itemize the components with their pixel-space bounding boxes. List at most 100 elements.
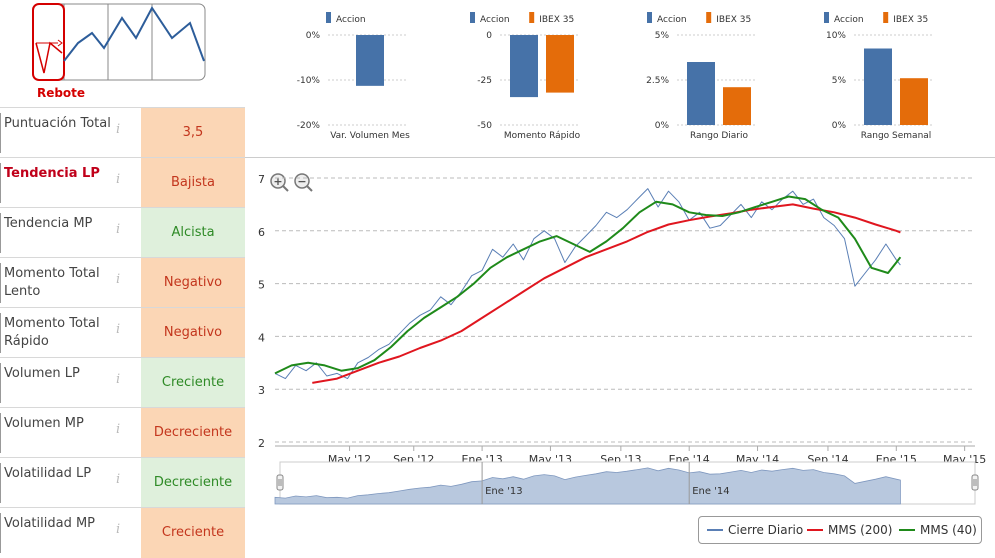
info-icon[interactable]: i bbox=[116, 172, 121, 187]
handle-grip bbox=[276, 474, 284, 491]
row-marker bbox=[0, 463, 1, 503]
legend-swatch bbox=[529, 12, 535, 23]
indicator-label: Puntuación Total bbox=[4, 116, 111, 131]
row-marker bbox=[0, 113, 1, 153]
navigator-handle-left[interactable] bbox=[276, 474, 284, 491]
indicator-label: Volatilidad MP bbox=[4, 516, 96, 531]
bar-ibex-35 bbox=[723, 87, 751, 125]
series-line-mms-200- bbox=[312, 203, 901, 384]
y-tick-label: 6 bbox=[258, 226, 265, 239]
pattern-label: Rebote bbox=[36, 86, 86, 100]
mini-chart-volume-change: Accion 0% -10% -20% Var. Volumen Mes bbox=[297, 12, 410, 141]
x-axis-label: Rango Semanal bbox=[861, 131, 932, 141]
indicator-value: Alcista bbox=[141, 208, 245, 258]
y-tick-label: 2 bbox=[258, 437, 265, 450]
zoom-out-icon[interactable]: − bbox=[294, 173, 313, 192]
zoom-in-icon[interactable]: + bbox=[270, 173, 289, 192]
indicator-value: Negativo bbox=[141, 308, 245, 358]
indicator-value: Creciente bbox=[141, 358, 245, 408]
indicator-value: Decreciente bbox=[141, 458, 245, 508]
info-icon[interactable]: i bbox=[116, 272, 121, 287]
navigator-label: Ene '14 bbox=[692, 486, 729, 497]
y-tick-label: 5 bbox=[258, 279, 265, 292]
x-axis-label: Momento Rápido bbox=[504, 131, 581, 141]
legend-item-close[interactable]: Cierre Diario bbox=[707, 523, 803, 537]
info-icon[interactable]: i bbox=[116, 322, 121, 337]
zoom-in-glyph: + bbox=[273, 175, 282, 188]
indicator-value: Creciente bbox=[141, 508, 245, 558]
info-icon[interactable]: i bbox=[116, 122, 121, 137]
mini-chart-fast-momentum: Accion IBEX 35 0 -25 -50 Momento Rápido bbox=[470, 12, 581, 141]
legend-label: Accion bbox=[834, 15, 864, 25]
row-marker bbox=[0, 163, 1, 203]
y-tick-label: 3 bbox=[258, 384, 265, 397]
tick-label: 0% bbox=[655, 121, 670, 131]
info-icon[interactable]: i bbox=[116, 422, 121, 437]
y-tick-label: 4 bbox=[258, 331, 265, 344]
row-marker bbox=[0, 363, 1, 403]
indicator-row[interactable]: Volumen LP i Creciente bbox=[0, 357, 245, 408]
tick-label: 10% bbox=[826, 31, 846, 41]
indicator-label: Volumen MP bbox=[4, 416, 84, 431]
indicator-row[interactable]: Volumen MP i Decreciente bbox=[0, 407, 245, 458]
legend-label: IBEX 35 bbox=[893, 15, 928, 25]
legend-label: Accion bbox=[480, 15, 510, 25]
pattern-rebound-icon[interactable] bbox=[32, 3, 206, 81]
indicator-row[interactable]: Tendencia LP i Bajista bbox=[0, 157, 245, 208]
x-axis-label: Rango Diario bbox=[690, 131, 749, 141]
bar-accion bbox=[864, 48, 892, 125]
navigator-label: Ene '13 bbox=[485, 486, 522, 497]
bar-ibex-35 bbox=[546, 35, 574, 93]
bar-accion bbox=[510, 35, 538, 98]
divider bbox=[245, 157, 995, 158]
info-icon[interactable]: i bbox=[116, 472, 121, 487]
bar-ibex-35 bbox=[900, 78, 928, 125]
row-marker bbox=[0, 413, 1, 453]
navigator-area bbox=[274, 467, 901, 505]
indicator-label: Volatilidad LP bbox=[4, 466, 92, 481]
legend-swatch bbox=[883, 12, 889, 23]
tick-label: 5% bbox=[655, 31, 670, 41]
indicator-row[interactable]: Momento Total Lento i Negativo bbox=[0, 257, 245, 308]
info-icon[interactable]: i bbox=[116, 222, 121, 237]
legend-swatch-mms40 bbox=[899, 529, 915, 531]
tick-label: 0 bbox=[486, 31, 492, 41]
zoom-in-handle bbox=[282, 185, 289, 192]
tick-label: -25 bbox=[477, 76, 492, 86]
indicator-value: Decreciente bbox=[141, 408, 245, 458]
legend-swatch-mms200 bbox=[807, 529, 823, 531]
legend-swatch bbox=[647, 12, 652, 23]
legend-label-mms40: MMS (40) bbox=[920, 523, 977, 537]
indicator-value: 3,5 bbox=[141, 108, 245, 158]
chart-legend: Cierre Diario MMS (200) MMS (40) bbox=[698, 516, 982, 544]
indicator-label: Volumen LP bbox=[4, 366, 80, 381]
x-axis-label: Var. Volumen Mes bbox=[330, 131, 410, 141]
bar-accion bbox=[687, 62, 715, 125]
indicator-row[interactable]: Puntuación Total i 3,5 bbox=[0, 107, 245, 158]
indicator-value: Bajista bbox=[141, 158, 245, 208]
indicator-row[interactable]: Tendencia MP i Alcista bbox=[0, 207, 245, 258]
indicator-row[interactable]: Volatilidad LP i Decreciente bbox=[0, 457, 245, 508]
tick-label: -50 bbox=[477, 121, 492, 131]
indicator-row[interactable]: Momento Total Rápido i Negativo bbox=[0, 307, 245, 358]
legend-item-mms40[interactable]: MMS (40) bbox=[899, 523, 977, 537]
legend-label: IBEX 35 bbox=[539, 15, 574, 25]
info-icon[interactable]: i bbox=[116, 372, 121, 387]
handle-grip bbox=[971, 474, 979, 491]
navigator-handle-right[interactable] bbox=[971, 474, 979, 491]
mini-chart-daily-range: Accion IBEX 35 5% 2.5% 0% Rango Diario bbox=[646, 12, 757, 141]
row-marker bbox=[0, 213, 1, 253]
y-tick-label: 7 bbox=[258, 173, 265, 186]
series-line-mms-40- bbox=[274, 195, 902, 375]
legend-swatch bbox=[326, 12, 331, 23]
row-marker bbox=[0, 513, 1, 553]
indicator-label: Tendencia MP bbox=[4, 216, 93, 231]
indicator-row[interactable]: Volatilidad MP i Creciente bbox=[0, 507, 245, 558]
legend-label: Accion bbox=[336, 15, 366, 25]
legend-label-close: Cierre Diario bbox=[728, 523, 804, 537]
row-marker bbox=[0, 263, 1, 303]
indicator-label: Momento Total Rápido bbox=[4, 316, 100, 349]
legend-item-mms200[interactable]: MMS (200) bbox=[807, 523, 892, 537]
info-icon[interactable]: i bbox=[116, 522, 121, 537]
